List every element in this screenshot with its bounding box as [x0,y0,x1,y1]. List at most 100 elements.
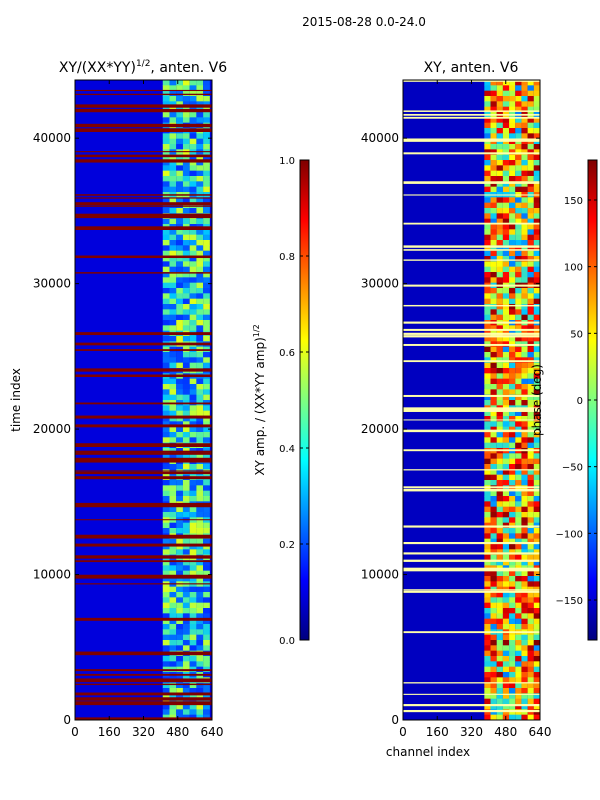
phase-region-cell [527,384,534,390]
amplitude-band-cell [162,277,170,284]
amplitude-band-cell [169,528,177,534]
phase-region-cell [533,656,540,662]
amplitude-band-cell [196,181,204,188]
amplitude-band-cell [176,112,183,118]
amplitude-band-cell [189,320,197,326]
phase-region-cell [521,314,528,321]
phase-region-cell [515,624,522,630]
phase-region-cell [509,544,516,550]
amplitude-band-cell [176,565,183,572]
phase-region-cell [527,480,534,486]
amplitude-band-cell [169,661,177,668]
amplitude-x-tick-label: 480 [166,725,189,739]
phase-region-cell [527,533,534,540]
amplitude-band-cell [196,256,204,262]
phase-region-cell [496,464,503,470]
phase-region-cell [490,224,497,230]
amplitude-band-cell [182,117,190,124]
phase-region-cell [490,458,497,465]
phase-region-cell [496,661,503,668]
amplitude-band-cell [169,517,177,524]
amplitude-band-cell [182,624,190,630]
amplitude-band-cell [196,160,204,166]
phase-region-cell [527,672,534,678]
phase-region-cell [490,554,497,561]
phase-region-cell [496,218,503,225]
phase-region-cell [509,389,516,396]
phase-region-cell [502,213,510,220]
amplitude-band-cell [189,261,197,268]
amplitude-band-cell [182,405,190,412]
amplitude-band-cell [162,96,170,102]
phase-region-cell [509,677,516,684]
amplitude-band-cell [169,261,177,268]
phase-region-cell [502,533,510,540]
amplitude-band-cell [182,160,190,166]
amplitude-band-cell [189,309,197,316]
phase-region-cell [515,160,522,166]
amplitude-band-cell [189,336,197,342]
amplitude-flagged-row [75,701,212,706]
amplitude-band-cell [169,512,177,518]
phase-region-cell [515,154,522,161]
phase-region-cell [509,208,516,214]
phase-region-cell [515,362,522,369]
phase-region-cell [527,608,534,614]
amplitude-band-cell [196,576,204,582]
phase-y-tick-label: 30000 [361,277,399,291]
phase-region-cell [515,437,522,444]
amplitude-band-cell [203,576,210,582]
amplitude-band-cell [196,197,204,204]
phase-region-cell [496,432,503,438]
amplitude-band-cell [176,656,183,662]
amplitude-band-cell [162,416,170,422]
amplitude-band-cell [182,490,190,497]
amplitude-band-cell [203,709,210,716]
phase-region-cell [521,666,528,673]
amplitude-band-cell [196,426,204,433]
phase-region-cell [509,101,516,108]
phase-region-cell [496,453,503,460]
phase-region-cell [533,442,540,449]
amplitude-band-cell [203,352,210,358]
phase-region-cell [533,234,540,241]
phase-region-cell [533,197,540,204]
phase-region-cell [521,394,528,401]
phase-region-cell [490,645,497,652]
phase-y-tick-label: 40000 [361,131,399,145]
phase-region-cell [527,96,534,102]
phase-region-cell [484,298,491,305]
phase-region-cell [521,261,528,268]
amplitude-band-cell [176,357,183,364]
amplitude-band-cell [162,256,170,262]
phase-region-cell [521,469,528,476]
phase-region-cell [521,160,528,166]
phase-region-cell [484,554,491,561]
phase-region-cell [496,266,503,273]
phase-region-cell [527,677,534,684]
phase-region-cell [515,325,522,332]
phase-region-cell [515,666,522,673]
phase-region-cell [490,266,497,273]
phase-region-cell [533,538,540,545]
phase-region-cell [502,656,510,662]
phase-region-cell [502,202,510,209]
amplitude-x-tick-label: 320 [132,725,155,739]
phase-region-cell [496,421,503,428]
phase-region-cell [509,661,516,668]
phase-region-cell [490,277,497,284]
phase-region-cell [484,96,491,102]
phase-region-cell [484,373,491,380]
amplitude-band-cell [203,85,210,92]
amplitude-band-cell [182,261,190,268]
phase-region-cell [496,682,503,689]
phase-region-cell [484,304,491,310]
amplitude-colorbar-tick-label: 0.6 [279,348,295,359]
phase-region-cell [515,464,522,470]
phase-region-cell [502,490,510,497]
amplitude-band-cell [189,378,197,385]
amplitude-flagged-row [75,226,212,231]
phase-region-cell [502,613,510,620]
phase-region-cell [521,346,528,353]
phase-region-cell [484,538,491,545]
